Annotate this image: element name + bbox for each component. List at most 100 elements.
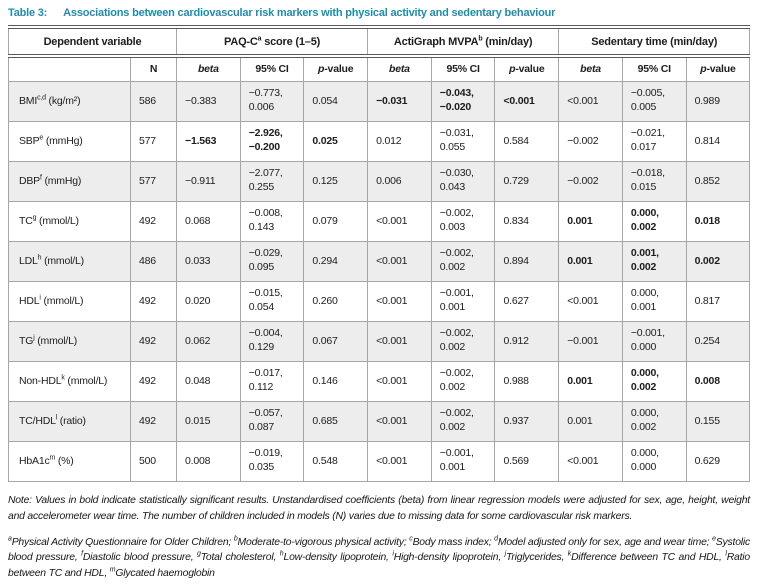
mvpa-beta-value: <0.001 — [367, 440, 432, 482]
row-label: DBPf (mmHg) — [8, 160, 131, 202]
table-row: LDLh (mmol/L) 486 0.033 −0.029, 0.095 0.294 <0… — [8, 240, 751, 282]
paq-p-value: 0.294 — [303, 240, 369, 282]
ci-line: 0.095 — [248, 261, 274, 273]
sed-ci-value: −0.005, 0.005 — [621, 80, 687, 122]
superscript-marker: j — [33, 334, 35, 342]
sed-p-value: 0.814 — [685, 120, 751, 162]
ci-line: 0.035 — [248, 461, 274, 473]
mvpa-ci-value: −0.002, 0.002 — [430, 360, 496, 402]
paq-ci-value: −0.008, 0.143 — [239, 200, 305, 242]
table-row: TGj (mmol/L) 492 0.062 −0.004, 0.129 0.067 <0.… — [8, 320, 751, 362]
sed-ci-value: 0.000, 0.002 — [621, 200, 687, 242]
ci-line: −0.002, — [439, 367, 474, 380]
ci-line: 0.002 — [630, 381, 657, 393]
ci-line: −0.029, — [248, 247, 283, 260]
mvpa-beta-value: <0.001 — [367, 280, 432, 322]
mvpa-beta-value: <0.001 — [367, 200, 432, 242]
superscript-marker: b — [478, 34, 483, 42]
column-group-header: Sedentary time (min/day) — [558, 25, 751, 58]
mvpa-p-value: 0.894 — [494, 240, 560, 282]
mvpa-p-value: 0.729 — [494, 160, 560, 202]
footnote-marker: m — [109, 566, 116, 574]
sed-beta-value: <0.001 — [558, 280, 623, 322]
table-row: SBPe (mmHg) 577 −1.563 −2.926, −0.200 0.025 0.… — [8, 120, 751, 162]
ci-line: 0.000, — [630, 367, 659, 380]
ci-line: 0.002 — [630, 261, 657, 273]
ci-line: 0.000 — [630, 461, 657, 473]
mvpa-p-value: 0.912 — [494, 320, 560, 362]
paq-p-value: 0.685 — [303, 400, 369, 442]
mvpa-beta-value: 0.006 — [367, 160, 432, 202]
paq-beta-value: 0.062 — [176, 320, 241, 362]
row-label: TCg (mmol/L) — [8, 200, 131, 242]
sed-p-value: 0.008 — [685, 360, 751, 402]
table-row: DBPf (mmHg) 577 −0.911 −2.077, 0.255 0.125 0.0… — [8, 160, 751, 202]
ci-line: −0.001, — [439, 287, 474, 300]
sed-p-value: 0.002 — [685, 240, 751, 282]
superscript-marker: m — [49, 454, 56, 462]
footnote-marker: b — [233, 535, 238, 543]
ci-line: 0.017 — [630, 141, 657, 153]
n-value: 577 — [129, 120, 178, 162]
footnote-marker: g — [197, 550, 201, 558]
table-row: TCg (mmol/L) 492 0.068 −0.008, 0.143 0.079 <0.… — [8, 200, 751, 242]
paq-p-value: 0.079 — [303, 200, 369, 242]
ci-line: 0.000, — [630, 207, 659, 220]
superscript-marker: h — [37, 254, 42, 262]
p-value-header: p-value — [685, 55, 751, 82]
ci-line: 0.002 — [630, 221, 657, 233]
beta-header: beta — [367, 55, 432, 82]
table-title: Table 3: Associations between cardiovascu… — [0, 0, 758, 25]
sed-p-value: 0.817 — [685, 280, 751, 322]
ci-line: −2.077, — [248, 167, 283, 180]
beta-header: beta — [558, 55, 623, 82]
ci-line: 0.002 — [439, 421, 466, 433]
n-value: 486 — [129, 240, 178, 282]
column-group-header: PAQ-Ca score (1–5) — [176, 25, 369, 58]
superscript-marker: a — [257, 34, 262, 42]
n-value: 492 — [129, 320, 178, 362]
row-label: SBPe (mmHg) — [8, 120, 131, 162]
ci-line: −0.001, — [630, 327, 665, 340]
ci-line: −0.030, — [439, 167, 474, 180]
sed-ci-value: 0.000, 0.002 — [621, 360, 687, 402]
n-value: 586 — [129, 80, 178, 122]
sed-ci-value: 0.000, 0.000 — [621, 440, 687, 482]
ci-line: 0.112 — [248, 381, 274, 393]
p-italic: p — [318, 63, 325, 76]
superscript-marker: i — [39, 294, 41, 302]
paq-beta-value: 0.015 — [176, 400, 241, 442]
mvpa-p-value: 0.584 — [494, 120, 560, 162]
footnote-marker: a — [8, 535, 12, 543]
ci-line: −0.043, — [439, 87, 474, 100]
footnote-marker: j — [504, 550, 507, 558]
superscript-marker: c,d — [37, 94, 46, 102]
n-value: 492 — [129, 400, 178, 442]
sed-ci-value: 0.000, 0.002 — [621, 400, 687, 442]
table-row: BMIc,d (kg/m²) 586 −0.383 −0.773, 0.006 0.054… — [8, 80, 751, 122]
mvpa-beta-value: <0.001 — [367, 400, 432, 442]
sed-beta-value: −0.002 — [558, 160, 623, 202]
paq-ci-value: −0.019, 0.035 — [239, 440, 305, 482]
ci-line: −0.773, — [248, 87, 283, 100]
superscript-marker: e — [39, 134, 44, 142]
mvpa-ci-value: −0.031, 0.055 — [430, 120, 496, 162]
mvpa-p-value: 0.937 — [494, 400, 560, 442]
sed-beta-value: 0.001 — [558, 360, 623, 402]
ci-line: −0.002, — [439, 247, 474, 260]
paq-beta-value: −1.563 — [176, 120, 241, 162]
ci-line: −0.015, — [248, 287, 283, 300]
sed-p-value: 0.852 — [685, 160, 751, 202]
sed-ci-value: 0.000, 0.001 — [621, 280, 687, 322]
mvpa-ci-value: −0.002, 0.002 — [430, 320, 496, 362]
paq-ci-value: −2.077, 0.255 — [239, 160, 305, 202]
ci-line: −0.001, — [439, 447, 474, 460]
ci-line: 0.055 — [439, 141, 466, 153]
paq-ci-value: −0.057, 0.087 — [239, 400, 305, 442]
mvpa-beta-value: 0.012 — [367, 120, 432, 162]
paq-ci-value: −0.773, 0.006 — [239, 80, 305, 122]
ci-line: 0.054 — [248, 301, 274, 313]
ci-line: 0.143 — [248, 221, 274, 233]
sed-ci-value: −0.001, 0.000 — [621, 320, 687, 362]
